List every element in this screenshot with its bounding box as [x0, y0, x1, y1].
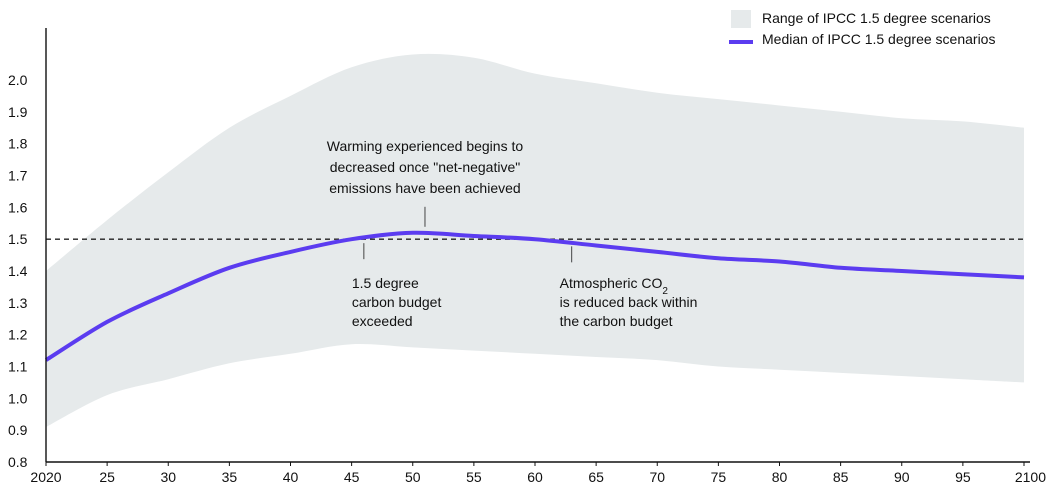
- x-tick-label: 65: [588, 469, 604, 485]
- y-tick-label: 1.7: [8, 168, 28, 184]
- annotation-text-line: exceeded: [352, 313, 413, 329]
- legend-median-label: Median of IPCC 1.5 degree scenarios: [762, 31, 995, 47]
- x-tick-label: 35: [222, 469, 238, 485]
- x-tick-label: 45: [344, 469, 360, 485]
- x-tick-label: 75: [711, 469, 727, 485]
- annotation-text-line: the carbon budget: [560, 313, 673, 329]
- x-tick-label: 80: [772, 469, 788, 485]
- y-tick-label: 1.4: [8, 263, 28, 279]
- x-tick-label: 50: [405, 469, 421, 485]
- x-tick-label: 70: [649, 469, 665, 485]
- x-tick-label: 95: [955, 469, 971, 485]
- y-tick-label: 1.9: [8, 104, 28, 120]
- x-tick-label: 85: [833, 469, 849, 485]
- x-tick-label: 60: [527, 469, 543, 485]
- annotation-text-line: 1.5 degree: [352, 275, 419, 291]
- x-tick-label: 2020: [30, 469, 61, 485]
- y-tick-label: 1.2: [8, 327, 28, 343]
- legend: Range of IPCC 1.5 degree scenarios Media…: [729, 10, 995, 47]
- y-tick-label: 1.1: [8, 359, 28, 375]
- y-tick-label: 1.6: [8, 199, 28, 215]
- y-tick-label: 0.9: [8, 422, 28, 438]
- x-tick-label: 90: [894, 469, 910, 485]
- legend-range-label: Range of IPCC 1.5 degree scenarios: [762, 10, 991, 26]
- annotation-subscript: 2: [662, 286, 668, 297]
- y-tick-label: 2.0: [8, 72, 28, 88]
- y-tick-label: 1.8: [8, 136, 28, 152]
- median-line: [44, 230, 1025, 362]
- annotation-text-line: Warming experienced begins to: [327, 138, 524, 154]
- x-tick-label: 40: [283, 469, 299, 485]
- legend-range-swatch: [731, 10, 751, 28]
- annotation-text-line: emissions have been achieved: [329, 180, 520, 196]
- x-tick-label: 25: [99, 469, 115, 485]
- annotation-peak: Warming experienced begins to decreased o…: [327, 138, 524, 227]
- y-tick-label: 1.0: [8, 390, 28, 406]
- annotation-exceeded: 1.5 degree carbon budget exceeded: [352, 243, 442, 329]
- annotation-text-line: carbon budget: [352, 294, 442, 310]
- annotation-text-line: decreased once "net-negative": [330, 159, 521, 175]
- x-tick-label: 30: [160, 469, 176, 485]
- x-tick-label: 2100: [1015, 469, 1046, 485]
- y-tick-label: 1.5: [8, 231, 28, 247]
- y-tick-label: 0.8: [8, 454, 28, 470]
- y-tick-label: 1.3: [8, 295, 28, 311]
- x-tick-label: 55: [466, 469, 482, 485]
- annotation-text-line: is reduced back within: [560, 294, 698, 310]
